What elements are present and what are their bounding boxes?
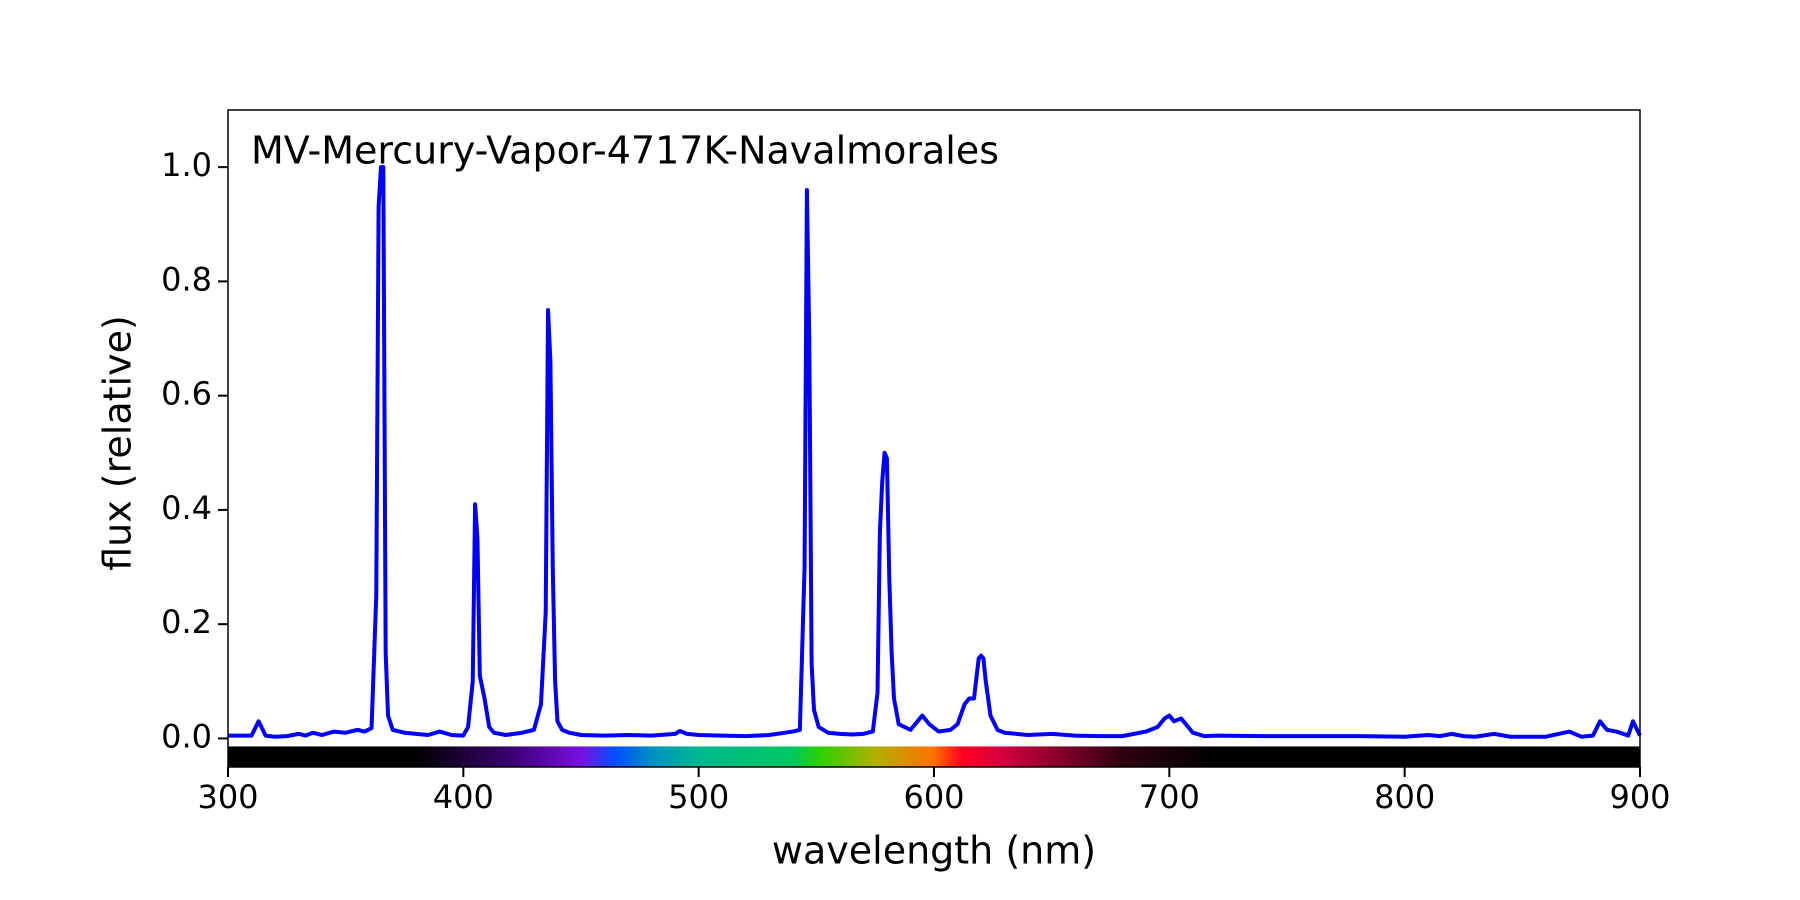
x-tick-label: 600 xyxy=(903,778,964,816)
x-tick-label: 300 xyxy=(197,778,258,816)
chart-title: MV-Mercury-Vapor-4717K-Navalmorales xyxy=(251,129,999,173)
y-axis-label: flux (relative) xyxy=(96,315,140,571)
plot-area: 0.0 0.2 0.4 0.6 0.8 1.0 300 400 500 600 700 800 900 xyxy=(161,109,1671,816)
x-tick-label: 400 xyxy=(433,778,494,816)
y-tick-label: 0.0 xyxy=(161,717,212,755)
x-axis-label: wavelength (nm) xyxy=(772,829,1096,873)
y-tick-label: 1.0 xyxy=(161,146,212,184)
x-tick-label: 900 xyxy=(1609,778,1670,816)
plot-frame xyxy=(227,109,1641,768)
x-tick-label: 800 xyxy=(1374,778,1435,816)
y-tick-label: 0.4 xyxy=(161,489,212,527)
y-tick-label: 0.8 xyxy=(161,260,212,298)
spectrum-line xyxy=(228,165,1642,739)
spectrum-bar xyxy=(228,746,1640,767)
x-tick-label: 500 xyxy=(668,778,729,816)
x-tick-label: 700 xyxy=(1139,778,1200,816)
y-tick-label: 0.2 xyxy=(161,603,212,641)
y-tick-label: 0.6 xyxy=(161,375,212,413)
